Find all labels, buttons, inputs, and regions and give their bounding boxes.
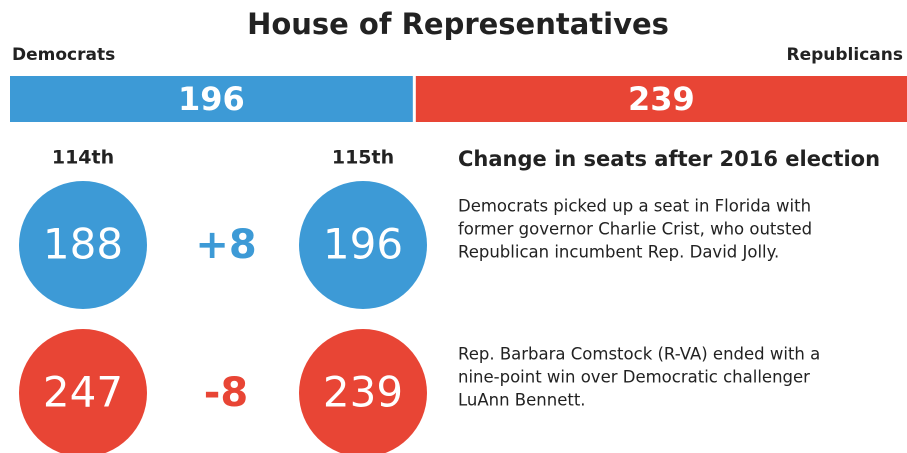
- seat-label: 239: [628, 80, 695, 118]
- seat-circle: [299, 181, 427, 309]
- title: House of Representatives: [247, 7, 669, 41]
- change-value: -8: [204, 370, 248, 416]
- seat-circle: [19, 329, 147, 453]
- party-label: Republicans: [787, 45, 904, 65]
- seat-bar: [10, 76, 413, 122]
- subtitle: Change in seats after 2016 election: [458, 147, 880, 171]
- seat-label: 196: [178, 80, 245, 118]
- column-label: 114th: [52, 147, 114, 169]
- description-line: Rep. Barbara Comstock (R-VA) ended with …: [458, 345, 820, 364]
- column-label: 115th: [332, 147, 394, 169]
- circle-value: 188: [43, 220, 123, 269]
- description-line: Republican incumbent Rep. David Jolly.: [458, 243, 779, 262]
- circle-value: 196: [323, 220, 403, 269]
- description-line: former governor Charlie Crist, who outst…: [458, 220, 812, 239]
- change-value: +8: [195, 222, 256, 268]
- seat-bar: [415, 76, 907, 122]
- party-label: Democrats: [12, 45, 115, 65]
- circle-value: 247: [43, 368, 123, 417]
- description-line: Democrats picked up a seat in Florida wi…: [458, 197, 811, 216]
- description-line: LuAnn Bennett.: [458, 391, 586, 410]
- description-line: nine-point win over Democratic challenge…: [458, 368, 810, 387]
- circle-value: 239: [323, 368, 403, 417]
- seat-circle: [299, 329, 427, 453]
- seat-circle: [19, 181, 147, 309]
